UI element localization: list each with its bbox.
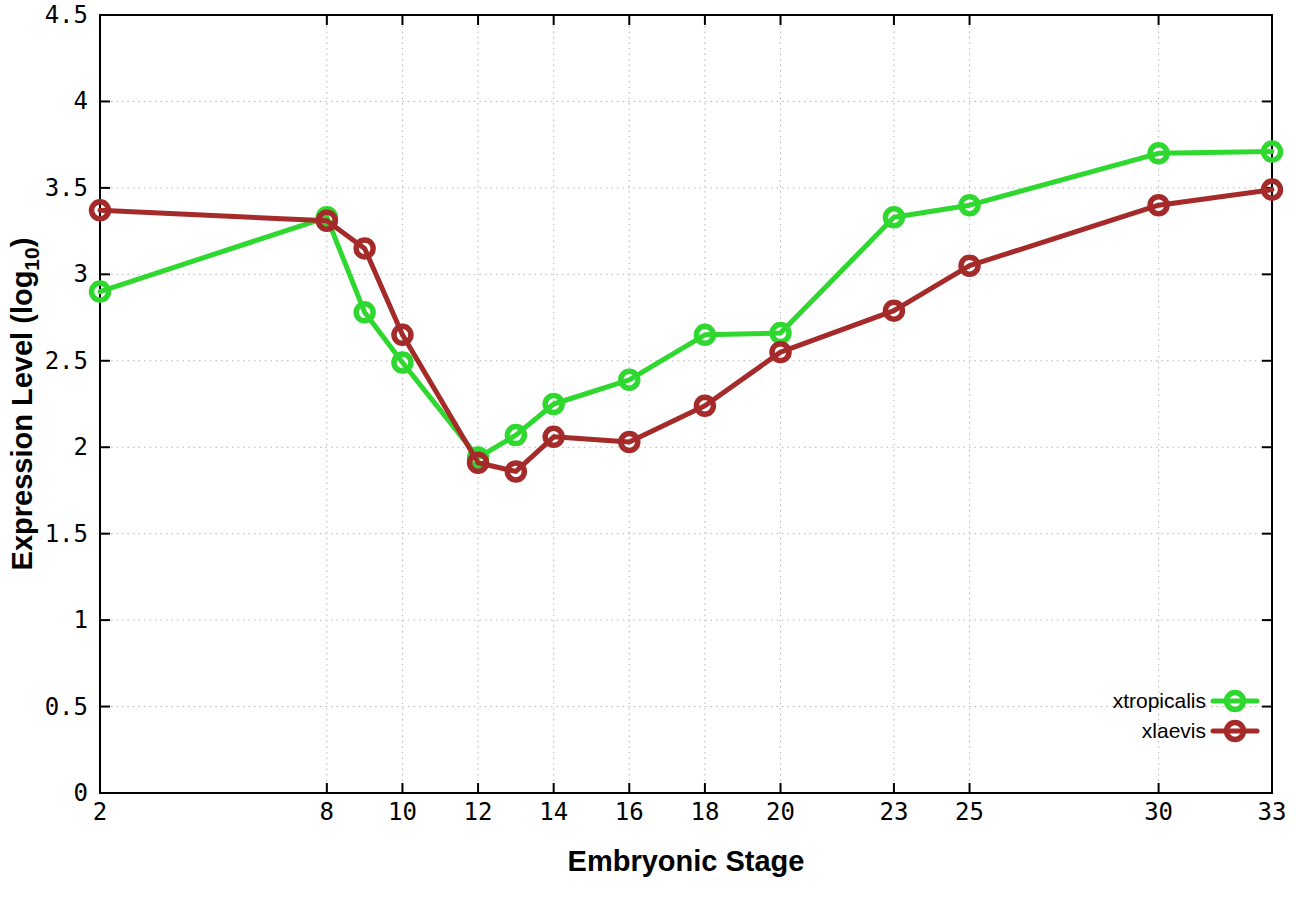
- y-tick-label-2.5: 2.5: [45, 347, 88, 375]
- plot-border: [100, 15, 1272, 793]
- x-tick-label-30: 30: [1144, 798, 1173, 826]
- y-axis-label-main: Expression Level (log: [6, 271, 38, 571]
- y-tick-label-4: 4: [74, 87, 88, 115]
- legend-entry-xtropicalis: xtropicalis: [1113, 689, 1257, 712]
- x-tick-label-20: 20: [766, 798, 795, 826]
- x-tick-label-18: 18: [690, 798, 719, 826]
- x-tick-label-25: 25: [955, 798, 984, 826]
- series-layer: [92, 143, 1281, 480]
- x-tick-label-10: 10: [388, 798, 417, 826]
- x-tick-label-12: 12: [464, 798, 493, 826]
- plot-border-box: [100, 15, 1272, 793]
- x-tick-label-2: 2: [93, 798, 107, 826]
- y-axis-label-suffix: ): [6, 238, 38, 248]
- x-tick-label-14: 14: [539, 798, 568, 826]
- series-xlaevis: [92, 181, 1281, 480]
- series-xtropicalis-line: [100, 152, 1272, 458]
- y-tick-label-3: 3: [74, 260, 88, 288]
- chart-canvas: 2 8 10 12 14 16 18 20 23 25 30 33 0 0.5 1 1.5 2 2.5 3 3.5 4 4…: [0, 0, 1296, 907]
- x-tick-label-8: 8: [320, 798, 334, 826]
- y-tick-label-2: 2: [74, 433, 88, 461]
- x-tick-label-33: 33: [1258, 798, 1287, 826]
- y-tick-label-3.5: 3.5: [45, 174, 88, 202]
- legend: xtropicalis xlaevis: [1113, 689, 1257, 742]
- tick-layer: 2 8 10 12 14 16 18 20 23 25 30 33 0 0.5 1 1.5 2 2.5 3 3.5 4 4…: [45, 1, 1287, 826]
- x-tick-label-23: 23: [879, 798, 908, 826]
- series-xtropicalis: [92, 143, 1281, 466]
- y-tick-label-0: 0: [74, 779, 88, 807]
- y-tick-label-4.5: 4.5: [45, 1, 88, 29]
- y-axis-label-subscript: 10: [20, 247, 43, 270]
- legend-entry-xlaevis: xlaevis: [1142, 719, 1257, 742]
- y-tick-label-1.5: 1.5: [45, 520, 88, 548]
- y-axis-label: Expression Level (log10): [6, 238, 43, 571]
- x-axis-label: Embryonic Stage: [568, 845, 805, 877]
- x-tick-label-16: 16: [615, 798, 644, 826]
- y-tick-label-0.5: 0.5: [45, 693, 88, 721]
- legend-label-xlaevis: xlaevis: [1142, 719, 1206, 742]
- grid-layer: [100, 15, 1272, 793]
- expression-level-chart: 2 8 10 12 14 16 18 20 23 25 30 33 0 0.5 1 1.5 2 2.5 3 3.5 4 4…: [0, 0, 1296, 907]
- y-tick-label-1: 1: [74, 606, 88, 634]
- legend-label-xtropicalis: xtropicalis: [1113, 689, 1206, 712]
